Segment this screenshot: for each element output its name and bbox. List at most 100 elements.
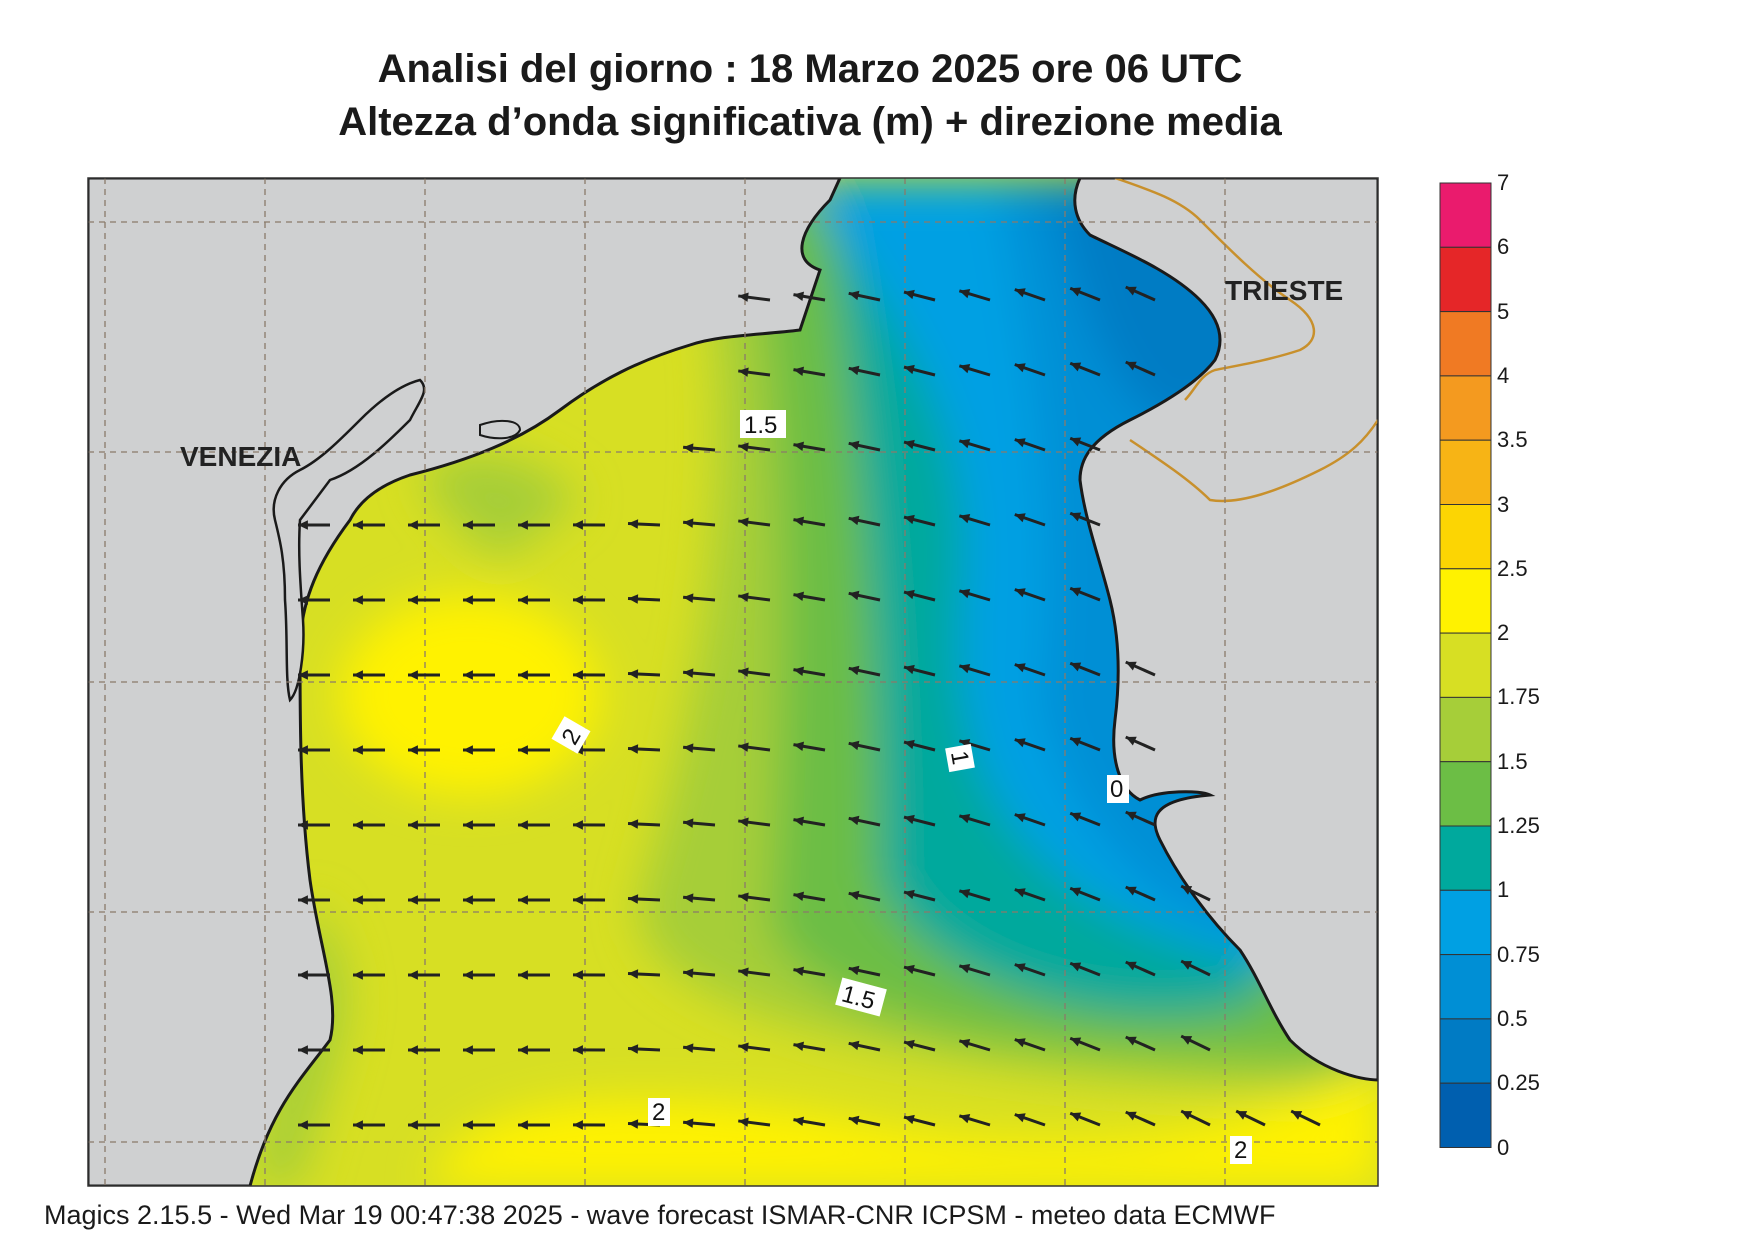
direction-arrowhead [518,895,528,905]
city-label-trieste: TRIESTE [1225,275,1343,306]
direction-arrowhead [353,520,363,530]
colorbar-swatch [1439,246,1492,313]
colorbar-swatch [1439,761,1492,827]
direction-arrowhead [959,664,971,674]
national-border [1114,178,1378,503]
direction-arrowhead [904,1114,915,1125]
direction-arrowhead [683,743,694,753]
direction-arrowhead [683,518,694,528]
direction-arrowhead [628,894,639,904]
direction-arrowhead [353,970,363,980]
direction-arrowhead [1014,513,1026,523]
direction-arrowhead [408,895,418,905]
direction-arrowhead [1125,811,1137,821]
direction-arrowhead [1070,437,1082,447]
contour-label-2-southeast: 2 [1234,1137,1247,1164]
direction-arrowhead [408,745,418,755]
direction-arrowhead [1125,886,1137,896]
direction-arrowhead [353,1045,363,1055]
direction-arrowhead [298,595,308,605]
footer-credits: Magics 2.15.5 - Wed Mar 19 00:47:38 2025… [44,1200,1276,1230]
city-label-venezia: VENEZIA [180,441,301,472]
direction-arrowhead [1070,287,1082,297]
map-frame [87,177,1379,1187]
direction-arrowhead [518,520,528,530]
direction-arrowhead [518,820,528,830]
map-title: Analisi del giorno : 18 Marzo 2025 ore 0… [377,47,1243,91]
direction-arrowhead [628,519,639,529]
direction-arrowhead [463,520,473,530]
direction-arrowhead [738,517,749,527]
land-veneto [88,178,842,1186]
colorbar-swatch [1439,954,1492,1020]
direction-arrowhead [738,367,749,377]
direction-arrowhead [573,1045,583,1055]
colorbar-tick-label: 5 [1497,298,1510,324]
contour-label-2-south: 2 [652,1099,665,1126]
direction-arrowhead [573,970,583,980]
contour-label-0-coast: 0 [1110,776,1123,803]
direction-arrowhead [628,669,639,679]
venice-lagoon [272,378,426,703]
direction-arrowhead [408,1120,418,1130]
direction-arrowhead [738,1117,749,1127]
direction-arrowhead [738,817,749,827]
colorbar-tick-label: 2 [1497,620,1510,646]
graticule [88,178,1378,1186]
direction-arrowhead [848,1115,860,1126]
colorbar-swatch [1439,504,1492,570]
direction-arrowhead [959,514,971,524]
colorbar-tick-label: 4 [1497,362,1510,388]
direction-arrowhead [1070,1037,1082,1047]
colorbar-tick-label: 1.75 [1497,684,1540,710]
direction-arrowhead [904,514,915,525]
direction-arrowhead [1181,1036,1193,1045]
direction-arrowhead [904,1039,915,1050]
direction-arrowhead [1014,588,1026,598]
direction-arrowhead [628,744,639,754]
direction-arrowhead [848,515,860,526]
direction-arrowhead [683,893,694,903]
direction-arrowhead [1070,1112,1082,1122]
direction-arrowhead [408,970,418,980]
direction-arrowhead [1014,663,1026,673]
direction-arrowhead [904,589,915,600]
direction-arrowhead [793,291,805,302]
direction-arrowhead [463,1045,473,1055]
colorbar-swatch [1439,632,1492,698]
direction-arrowhead [463,970,473,980]
direction-arrowhead [1291,1111,1303,1120]
direction-arrowhead [463,745,473,755]
direction-arrowhead [793,966,805,977]
direction-arrowhead [1014,738,1026,748]
direction-arrowhead [628,594,639,604]
colorbar-tick-label: 0.5 [1497,1005,1528,1031]
land-istria [1073,178,1378,1082]
colorbar-tick-label: 3.5 [1497,427,1528,453]
direction-arrowhead [353,820,363,830]
colorbar-tick-label: 3 [1497,491,1510,517]
direction-arrowhead [1070,362,1082,372]
direction-arrowhead [1125,736,1137,746]
direction-arrowhead [1014,963,1026,973]
direction-arrowhead [848,815,860,826]
direction-arrowhead [683,1118,694,1128]
direction-arrowhead [848,440,860,451]
direction-arrowhead [904,289,915,300]
direction-arrowhead [1070,887,1082,897]
direction-arrowhead [1070,587,1082,597]
direction-arrowhead [298,670,308,680]
direction-arrowhead [628,969,639,979]
direction-arrowhead [628,819,639,829]
direction-arrowhead [848,740,860,751]
direction-arrowhead [683,593,694,603]
direction-arrowhead [298,970,308,980]
direction-arrowhead [1181,961,1193,970]
colorbar-tick-label: 0 [1497,1134,1510,1160]
colorbar-tick-label: 1.5 [1497,748,1528,774]
colorbar-swatch [1439,889,1492,956]
colorbar-tick-label: 6 [1497,234,1510,260]
direction-arrowhead [1070,962,1082,972]
direction-arrowhead [959,289,971,299]
